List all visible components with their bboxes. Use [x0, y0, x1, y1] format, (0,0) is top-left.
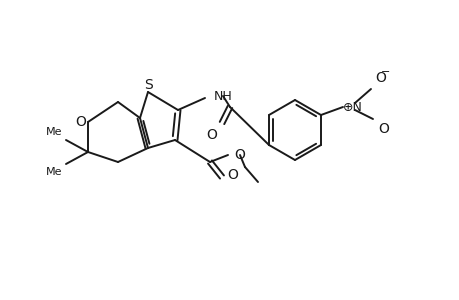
Text: O: O [374, 71, 385, 85]
Text: −: − [380, 67, 390, 77]
Text: S: S [144, 78, 153, 92]
Text: Me: Me [45, 167, 62, 177]
Text: ⊕N: ⊕N [342, 100, 362, 113]
Text: O: O [234, 148, 244, 162]
Text: O: O [206, 128, 217, 142]
Text: Me: Me [45, 127, 62, 137]
Text: O: O [377, 122, 388, 136]
Text: NH: NH [213, 89, 232, 103]
Text: O: O [226, 168, 237, 182]
Text: O: O [75, 115, 86, 129]
